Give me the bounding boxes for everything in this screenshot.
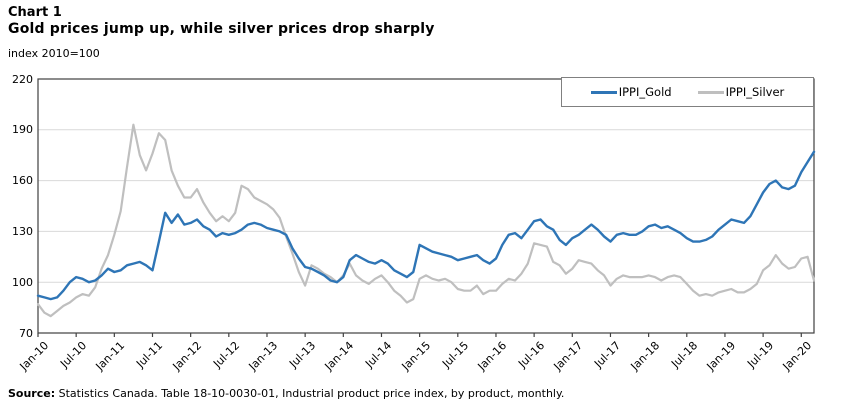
y-tick-label: 70 — [19, 326, 33, 340]
source-note: Source: Statistics Canada. Table 18-10-0… — [8, 387, 564, 400]
silver-price-line — [36, 123, 816, 318]
y-tick-label: 100 — [12, 275, 33, 289]
legend-label-silver: IPPI_Silver — [725, 85, 785, 99]
y-tick-label: 160 — [12, 174, 33, 188]
legend-label-gold: IPPI_Gold — [618, 85, 672, 99]
silver-line-swatch — [697, 90, 724, 94]
source-text: Statistics Canada. Table 18-10-0030-01, … — [55, 387, 565, 400]
legend-item-silver: IPPI_Silver — [697, 85, 785, 99]
source-label: Source: — [8, 387, 56, 400]
chart-number-label: Chart 1 — [8, 5, 62, 20]
legend-box: IPPI_Gold IPPI_Silver — [561, 77, 814, 107]
gold-line-swatch — [590, 90, 617, 94]
legend-item-gold: IPPI_Gold — [590, 85, 672, 99]
chart-title: Gold prices jump up, while silver prices… — [8, 21, 435, 37]
y-tick-label: 130 — [12, 224, 33, 238]
y-tick-label: 190 — [12, 123, 33, 137]
y-tick-label: 220 — [12, 72, 33, 86]
gold-price-line — [36, 150, 816, 301]
plot-border — [37, 78, 815, 334]
unit-label: index 2010=100 — [8, 47, 100, 60]
